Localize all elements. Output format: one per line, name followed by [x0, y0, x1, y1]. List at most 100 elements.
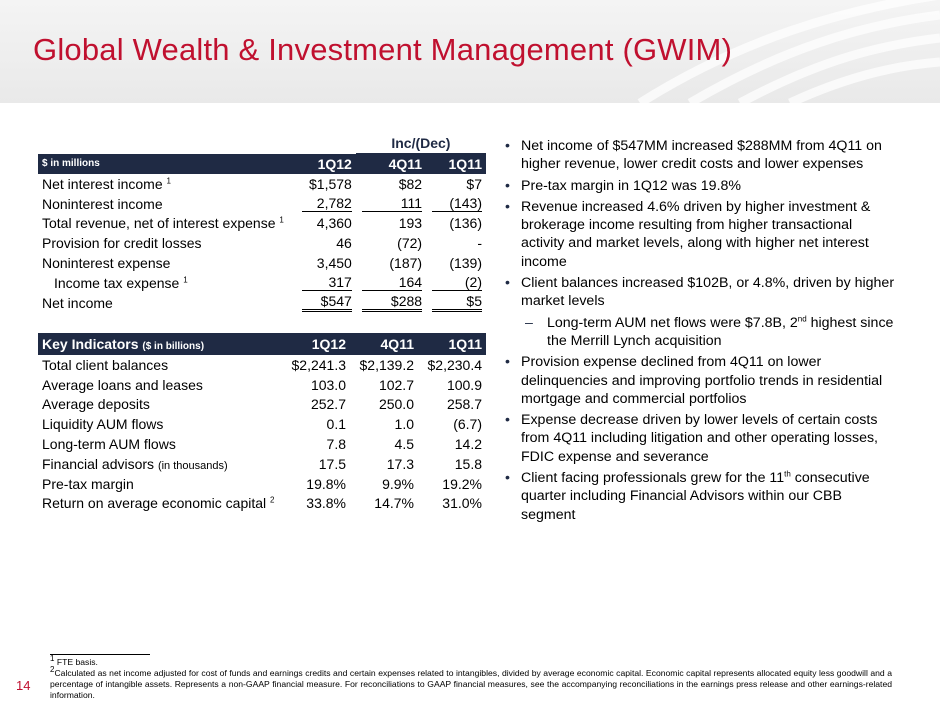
row-label: Noninterest expense — [42, 255, 171, 272]
cell-value: 17.5 — [318, 455, 346, 472]
bullet-text: Client balances increased $102B, or 4.8%… — [521, 275, 895, 310]
bullet-item: • Revenue increased 4.6% driven by higher… — [503, 198, 898, 271]
cell-value: 317 — [301, 274, 352, 292]
cell-value: 193 — [398, 215, 423, 232]
row-label: Pre-tax margin — [42, 475, 134, 492]
row-label: Total revenue, net of interest expense — [42, 215, 276, 232]
table-row: Pre-tax margin 19.8% 9.9% 19.2% — [38, 474, 486, 494]
cell-value: $1,578 — [309, 175, 352, 192]
bullet-text: highest since the Merrill Lynch acquisit… — [547, 314, 894, 349]
cell-value: 46 — [336, 235, 352, 252]
row-label: Income tax expense — [54, 274, 180, 291]
bullet-text: Pre-tax margin in 1Q12 was 19.8% — [521, 177, 742, 194]
cell-value: 250.0 — [378, 396, 414, 413]
commentary-bullets: • Net income of $547MM increased $288MM f… — [503, 137, 898, 527]
table-row: Financial advisors (in thousands) 17.5 1… — [38, 454, 486, 474]
table-row: Provision for credit losses 46 (72) - — [38, 233, 486, 253]
cell-value: 14.7% — [374, 495, 414, 512]
bullet-dot-icon: • — [505, 177, 510, 194]
financials-table: Inc/(Dec) $ in millions 1Q12 4Q11 1Q11 N… — [38, 133, 486, 313]
page-number: 14 — [16, 678, 31, 693]
row-label: Average loans and leases — [42, 376, 203, 393]
row-label: Provision for credit losses — [42, 235, 202, 252]
table-row: Income tax expense 1 317 164 (2) — [38, 273, 486, 293]
cell-value: (6.7) — [453, 416, 482, 433]
cell-value: (143) — [432, 195, 482, 213]
cell-value: $2,139.2 — [359, 356, 415, 373]
cell-value: $82 — [398, 175, 423, 192]
cell-value: 15.8 — [454, 455, 482, 472]
row-label: Average deposits — [42, 396, 150, 413]
bullet-item: • Client facing professionals grew for th… — [503, 469, 898, 524]
column-header: 4Q11 — [355, 153, 427, 174]
cell-value: (139) — [449, 255, 482, 272]
unit-label: $ in millions — [38, 153, 288, 174]
footnote-1: 1 FTE basis. — [50, 654, 892, 668]
row-label: Liquidity AUM flows — [42, 416, 164, 433]
table-row: Average loans and leases 103.0 102.7 100… — [38, 375, 486, 395]
cell-value: 252.7 — [310, 396, 346, 413]
bullet-dot-icon: • — [505, 412, 510, 429]
ordinal-suffix: th — [784, 469, 791, 479]
bullet-item: • Provision expense declined from 4Q11 on… — [503, 353, 898, 408]
bullet-text: Expense decrease driven by lower levels … — [521, 412, 879, 465]
row-label: Long-term AUM flows — [42, 436, 176, 453]
column-header: 4Q11 — [350, 333, 418, 355]
table-row: Total client balances $2,241.3 $2,139.2 … — [38, 355, 486, 375]
header-band: Global Wealth & Investment Management (G… — [0, 0, 940, 103]
inc-dec-header: Inc/(Dec) — [355, 133, 486, 154]
cell-value: (2) — [432, 274, 482, 292]
footnote-2: 2Calculated as net income adjusted for c… — [50, 666, 892, 701]
footnote-ref: 1 — [166, 176, 171, 186]
row-label: Net interest income — [42, 175, 163, 192]
cell-value: (136) — [449, 215, 482, 232]
row-label: Return on average economic capital — [42, 495, 267, 512]
cell-value: $2,230.4 — [427, 356, 483, 373]
row-label: Financial advisors — [42, 455, 155, 472]
sub-bullet-item: – Long-term AUM net flows were $7.8B, 2nd… — [503, 314, 898, 351]
bullet-item: • Expense decrease driven by lower levels… — [503, 411, 898, 466]
table-row: Noninterest expense 3,450 (187) (139) — [38, 253, 486, 273]
bullet-dot-icon: • — [505, 354, 510, 371]
cell-value: 100.9 — [446, 376, 482, 393]
cell-value: 17.3 — [386, 455, 414, 472]
cell-value: 31.0% — [442, 495, 482, 512]
cell-value: $288 — [362, 293, 423, 313]
cell-value: - — [477, 235, 482, 252]
bullet-text: Net income of $547MM increased $288MM fr… — [521, 138, 882, 173]
bullet-text: Revenue increased 4.6% driven by higher … — [521, 198, 871, 270]
cell-value: 19.8% — [306, 475, 346, 492]
cell-value: 33.8% — [306, 495, 346, 512]
cell-value: 19.2% — [442, 475, 482, 492]
flag-stripes-graphic — [637, 0, 940, 103]
table-header-row: $ in millions 1Q12 4Q11 1Q11 — [38, 153, 486, 174]
cell-value: 0.1 — [326, 416, 346, 433]
row-label: Total client balances — [42, 356, 169, 373]
row-label-note: (in thousands) — [157, 459, 228, 472]
footnote-number: 1 — [50, 654, 55, 664]
cell-value: 103.0 — [310, 376, 346, 393]
cell-value: 3,450 — [316, 255, 352, 272]
table-row: Long-term AUM flows 7.8 4.5 14.2 — [38, 434, 486, 454]
cell-value: (72) — [397, 235, 423, 252]
column-header: 1Q11 — [418, 333, 486, 355]
cell-value: 14.2 — [454, 436, 482, 453]
cell-value: 102.7 — [378, 376, 414, 393]
cell-value: 111 — [362, 195, 423, 213]
dash-bullet-icon: – — [525, 314, 533, 331]
footnote-divider — [50, 654, 150, 655]
cell-value: $2,241.3 — [291, 356, 347, 373]
cell-value: 1.0 — [394, 416, 414, 433]
table-row: Noninterest income 2,782 111 (143) — [38, 194, 486, 214]
key-indicators-title: Key Indicators — [42, 336, 139, 352]
cell-value: 258.7 — [446, 396, 482, 413]
cell-value: $7 — [466, 175, 482, 192]
cell-value: $547 — [301, 293, 352, 313]
footnote-ref: 1 — [183, 275, 188, 285]
table-row: Total revenue, net of interest expense 1… — [38, 214, 486, 234]
bullet-text: Client facing professionals grew for the… — [521, 470, 785, 487]
table-row: Return on average economic capital 2 33.… — [38, 494, 486, 514]
key-indicators-table: Key Indicators ($ in billions) 1Q12 4Q11… — [38, 333, 486, 513]
cell-value: 164 — [362, 274, 423, 292]
table-row: Net interest income 1 $1,578 $82 $7 — [38, 174, 486, 194]
